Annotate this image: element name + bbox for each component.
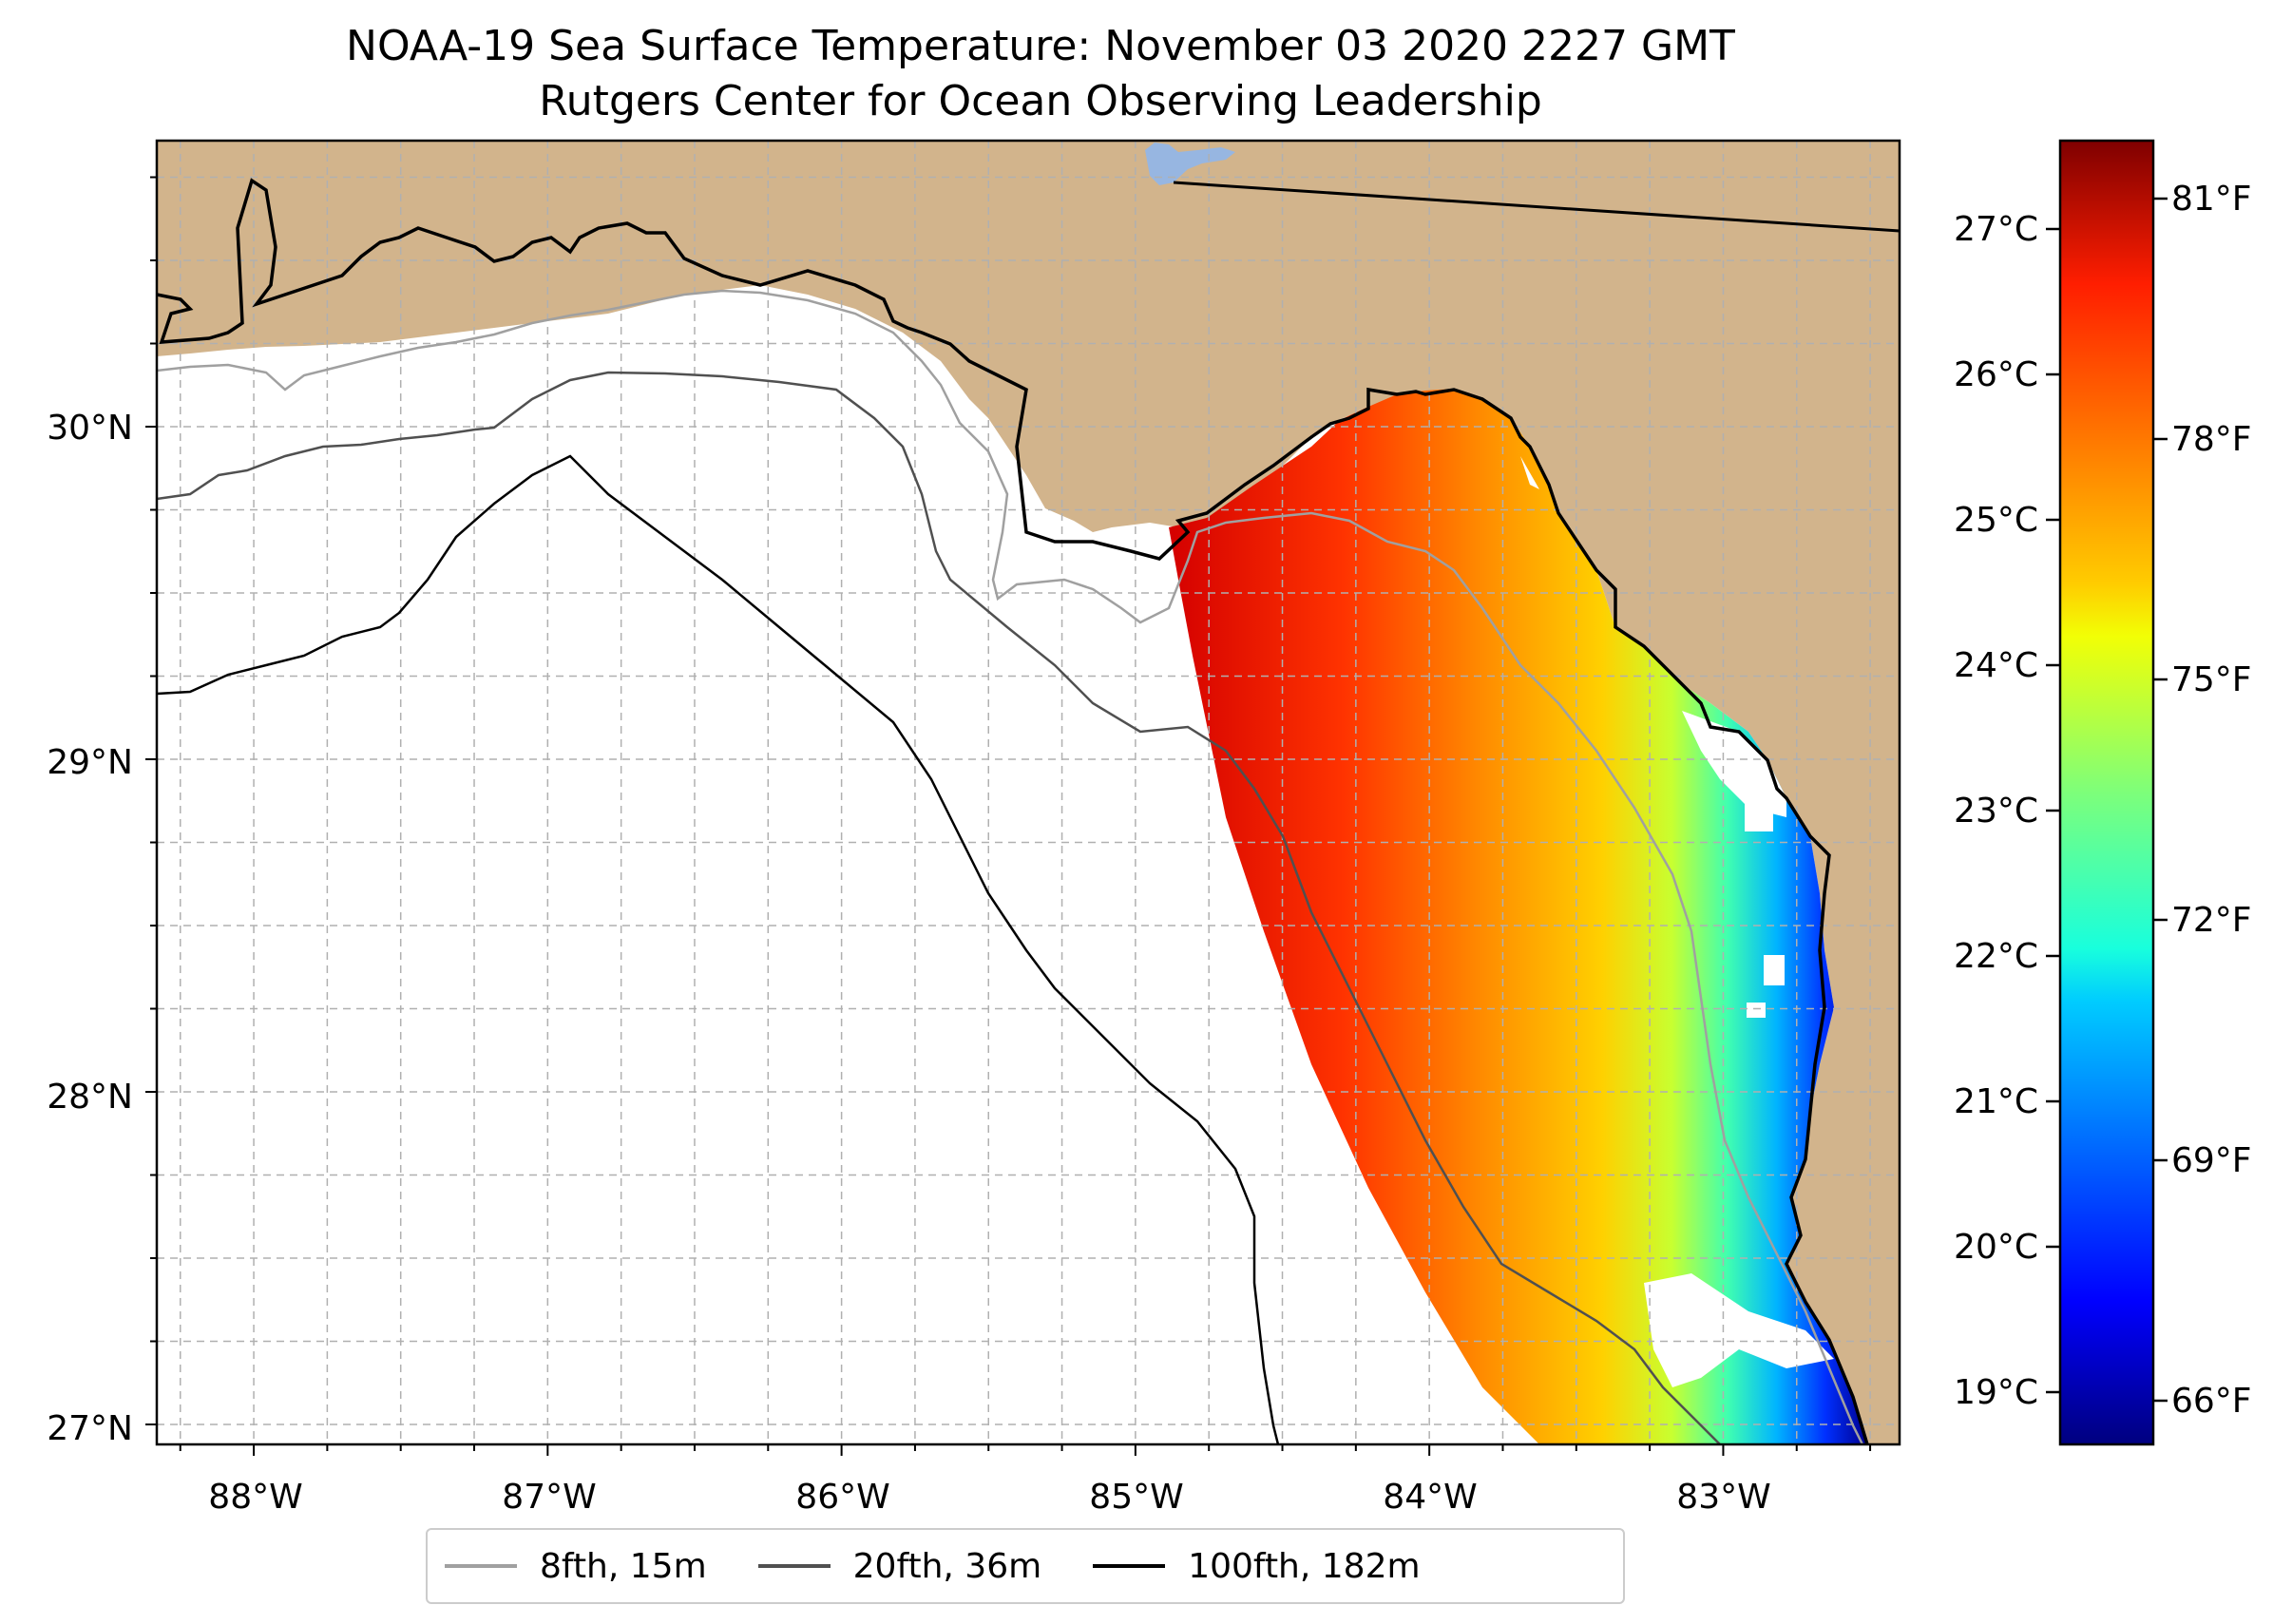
map-title: NOAA-19 Sea Surface Temperature: Novembe… — [346, 22, 1735, 70]
map-subtitle: Rutgers Center for Ocean Observing Leade… — [539, 77, 1542, 125]
legend-item-20fth: 20fth, 36m — [757, 1546, 1042, 1586]
legend-swatch — [757, 1564, 831, 1568]
isobath-100fth — [157, 454, 1280, 1444]
fahrenheit-label: 69°F — [2171, 1141, 2252, 1180]
land-area — [157, 141, 1900, 1444]
sst-swath — [1169, 389, 1867, 1444]
celsius-label: 25°C — [1954, 501, 2038, 540]
fahrenheit-label: 81°F — [2171, 180, 2252, 219]
legend-item-100fth: 100fth, 182m — [1093, 1546, 1421, 1586]
colorbar-gradient — [2058, 139, 2155, 1446]
lake — [1145, 143, 1235, 185]
legend-label: 20fth, 36m — [852, 1546, 1042, 1586]
lon-tick-label: 88°W — [208, 1478, 302, 1517]
legend-item-8fth: 8fth, 15m — [445, 1547, 707, 1586]
cloud-gaps — [1520, 456, 1834, 1387]
isobath-legend: 8fth, 15m 20fth, 36m 100fth, 182m — [426, 1528, 1625, 1604]
isobath-8fth — [157, 289, 1864, 1444]
celsius-label: 24°C — [1954, 646, 2038, 685]
coastline — [157, 178, 1869, 1444]
lat-tick-label: 30°N — [47, 409, 133, 448]
lat-tick-labels: 30°N 29°N 28°N 27°N — [47, 409, 133, 1448]
celsius-label: 19°C — [1954, 1373, 2038, 1412]
fahrenheit-label: 78°F — [2171, 420, 2252, 459]
fahrenheit-label: 72°F — [2171, 901, 2252, 940]
colorbar-fahrenheit-labels: 81°F 78°F 75°F 72°F 69°F 66°F — [2171, 180, 2252, 1421]
fahrenheit-label: 75°F — [2171, 660, 2252, 699]
state-border — [1173, 181, 1900, 233]
lon-tick-label: 85°W — [1089, 1478, 1183, 1517]
fahrenheit-label: 66°F — [2171, 1382, 2252, 1421]
lon-tick-label: 83°W — [1676, 1478, 1770, 1517]
legend-swatch — [445, 1564, 517, 1568]
colorbar: 27°C 26°C 25°C 24°C 23°C 22°C 21°C 20°C … — [1954, 139, 2252, 1446]
celsius-label: 20°C — [1954, 1228, 2038, 1267]
celsius-label: 23°C — [1954, 792, 2038, 831]
gridlines — [157, 141, 1900, 1444]
lat-tick-label: 27°N — [47, 1409, 133, 1448]
lon-tick-label: 86°W — [795, 1478, 889, 1517]
lon-tick-label: 84°W — [1383, 1478, 1477, 1517]
legend-label: 100fth, 182m — [1188, 1546, 1421, 1586]
isobath-20fth — [157, 371, 1721, 1444]
lat-tick-label: 29°N — [47, 743, 133, 782]
legend-label: 8fth, 15m — [540, 1546, 707, 1586]
celsius-label: 26°C — [1954, 355, 2038, 394]
celsius-label: 21°C — [1954, 1082, 2038, 1121]
lat-tick-label: 28°N — [47, 1078, 133, 1117]
map-area — [157, 141, 1900, 1444]
map-frame — [155, 139, 1901, 1446]
lon-tick-label: 87°W — [502, 1478, 596, 1517]
celsius-label: 27°C — [1954, 210, 2038, 249]
axis-ticks — [145, 176, 1872, 1456]
celsius-label: 22°C — [1954, 937, 2038, 976]
colorbar-celsius-labels: 27°C 26°C 25°C 24°C 23°C 22°C 21°C 20°C … — [1954, 210, 2038, 1412]
legend-swatch — [1093, 1564, 1166, 1568]
lon-tick-labels: 88°W 87°W 86°W 85°W 84°W 83°W — [208, 1478, 1770, 1517]
